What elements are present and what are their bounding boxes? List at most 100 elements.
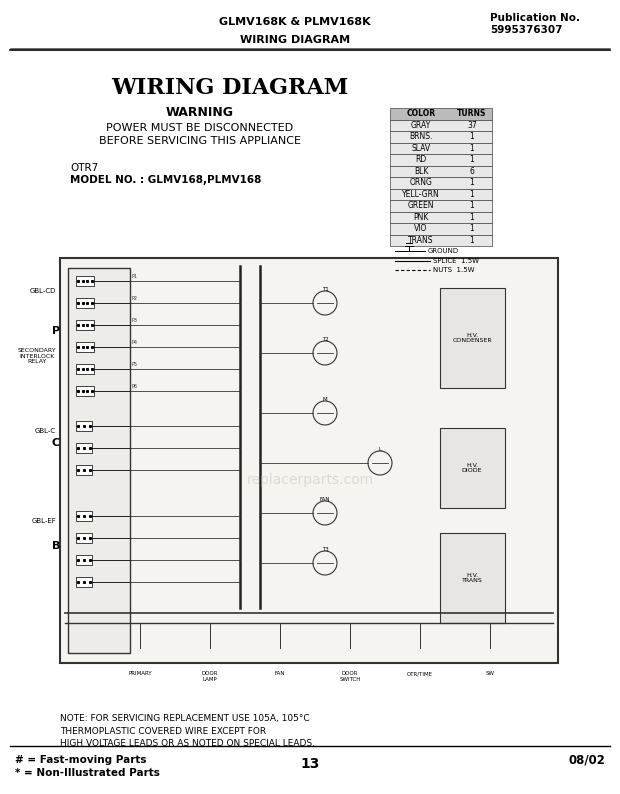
Text: COLOR: COLOR bbox=[407, 110, 436, 118]
Text: H.V.
CONDENSER: H.V. CONDENSER bbox=[452, 333, 492, 343]
Text: BEFORE SERVICING THIS APPLIANCE: BEFORE SERVICING THIS APPLIANCE bbox=[99, 136, 301, 146]
Text: 13: 13 bbox=[300, 757, 320, 771]
Text: NOTE: FOR SERVICING REPLACEMENT USE 105A, 105°C: NOTE: FOR SERVICING REPLACEMENT USE 105A… bbox=[60, 714, 309, 723]
Text: # = Fast-moving Parts: # = Fast-moving Parts bbox=[15, 755, 146, 765]
Bar bbox=[390, 223, 492, 234]
Text: P: P bbox=[52, 326, 60, 336]
Text: PRIMARY: PRIMARY bbox=[128, 671, 152, 676]
Text: 1: 1 bbox=[469, 224, 474, 233]
Text: NUTS  1.5W: NUTS 1.5W bbox=[433, 267, 474, 273]
Bar bbox=[440, 428, 505, 508]
Text: * = Non-Illustrated Parts: * = Non-Illustrated Parts bbox=[15, 768, 160, 778]
Text: L: L bbox=[378, 447, 381, 452]
Text: 1: 1 bbox=[469, 236, 474, 245]
Text: GROUND: GROUND bbox=[428, 248, 459, 254]
Text: C: C bbox=[52, 438, 60, 448]
Text: DOOR
LAMP: DOOR LAMP bbox=[202, 671, 218, 682]
Text: OTR7: OTR7 bbox=[70, 163, 98, 173]
Text: 1: 1 bbox=[469, 190, 474, 198]
Text: PNK: PNK bbox=[414, 213, 428, 222]
Text: 1: 1 bbox=[469, 156, 474, 164]
Text: SLAV: SLAV bbox=[412, 144, 430, 152]
Text: YELL-GRN: YELL-GRN bbox=[402, 190, 440, 198]
Bar bbox=[390, 234, 492, 246]
Text: VIO: VIO bbox=[414, 224, 428, 233]
Text: P1: P1 bbox=[132, 274, 138, 279]
Bar bbox=[76, 465, 92, 475]
Text: 1: 1 bbox=[469, 201, 474, 210]
Text: P5: P5 bbox=[132, 362, 138, 367]
Bar bbox=[76, 533, 92, 543]
Bar bbox=[390, 154, 492, 165]
Text: B: B bbox=[51, 541, 60, 551]
Text: DOOR
SWITCH: DOOR SWITCH bbox=[339, 671, 361, 682]
Text: GREEN: GREEN bbox=[408, 201, 434, 210]
Text: T2: T2 bbox=[322, 337, 329, 342]
Bar bbox=[76, 511, 92, 521]
Bar bbox=[390, 200, 492, 211]
Text: WIRING DIAGRAM: WIRING DIAGRAM bbox=[112, 77, 348, 99]
Text: TURNS: TURNS bbox=[458, 110, 487, 118]
Text: T1: T1 bbox=[322, 287, 329, 292]
Text: MODEL NO. : GLMV168,PLMV168: MODEL NO. : GLMV168,PLMV168 bbox=[70, 175, 262, 185]
Text: POWER MUST BE DISCONNECTED: POWER MUST BE DISCONNECTED bbox=[107, 123, 293, 133]
Bar bbox=[60, 258, 558, 663]
Text: T3: T3 bbox=[322, 547, 329, 552]
Text: 1: 1 bbox=[469, 144, 474, 152]
Bar bbox=[390, 188, 492, 200]
Text: HIGH VOLTAGE LEADS OR AS NOTED ON SPECIAL LEADS.: HIGH VOLTAGE LEADS OR AS NOTED ON SPECIA… bbox=[60, 739, 315, 749]
Bar bbox=[68, 268, 130, 653]
Text: P2: P2 bbox=[132, 296, 138, 301]
Bar bbox=[76, 555, 92, 565]
Bar bbox=[76, 364, 94, 374]
Text: BLK: BLK bbox=[414, 167, 428, 175]
Bar bbox=[390, 120, 492, 131]
Bar bbox=[440, 533, 505, 623]
Bar bbox=[390, 142, 492, 154]
Text: P6: P6 bbox=[132, 384, 138, 389]
Bar bbox=[390, 177, 492, 188]
Bar bbox=[440, 288, 505, 388]
Text: 1: 1 bbox=[469, 213, 474, 222]
Text: SPLICE  1.5W: SPLICE 1.5W bbox=[433, 258, 479, 264]
Text: 1: 1 bbox=[469, 178, 474, 187]
Text: GBL-C: GBL-C bbox=[35, 428, 56, 434]
Text: GRAY: GRAY bbox=[411, 121, 431, 129]
Text: OTR/TIME: OTR/TIME bbox=[407, 671, 433, 676]
Text: RD: RD bbox=[415, 156, 427, 164]
Bar bbox=[390, 108, 492, 120]
Bar bbox=[390, 165, 492, 177]
Text: 6: 6 bbox=[469, 167, 474, 175]
Text: WARNING: WARNING bbox=[166, 106, 234, 118]
Text: P3: P3 bbox=[132, 318, 138, 323]
Bar bbox=[76, 577, 92, 587]
Bar bbox=[76, 342, 94, 352]
Text: replacerparts.com: replacerparts.com bbox=[246, 473, 374, 487]
Bar bbox=[76, 443, 92, 453]
Bar bbox=[76, 386, 94, 396]
Text: P4: P4 bbox=[132, 340, 138, 345]
Text: 5995376307: 5995376307 bbox=[490, 25, 562, 35]
Bar bbox=[76, 276, 94, 286]
Bar bbox=[76, 320, 94, 330]
Bar bbox=[76, 421, 92, 431]
Text: GBL-CD: GBL-CD bbox=[30, 288, 56, 294]
Text: H.V.
DIODE: H.V. DIODE bbox=[462, 463, 482, 473]
Bar bbox=[76, 298, 94, 308]
Bar bbox=[390, 131, 492, 142]
Bar bbox=[390, 211, 492, 223]
Text: THERMOPLASTIC COVERED WIRE EXCEPT FOR: THERMOPLASTIC COVERED WIRE EXCEPT FOR bbox=[60, 727, 266, 735]
Text: FAN: FAN bbox=[275, 671, 285, 676]
Text: 37: 37 bbox=[467, 121, 477, 129]
Text: GLMV168K & PLMV168K: GLMV168K & PLMV168K bbox=[219, 17, 371, 27]
Text: 1: 1 bbox=[469, 133, 474, 141]
Text: GBL-EF: GBL-EF bbox=[31, 518, 56, 524]
Text: Publication No.: Publication No. bbox=[490, 13, 580, 23]
Text: WIRING DIAGRAM: WIRING DIAGRAM bbox=[240, 35, 350, 45]
Text: BRNS.: BRNS. bbox=[409, 133, 433, 141]
Text: FAN: FAN bbox=[320, 497, 330, 502]
Text: TRANS: TRANS bbox=[408, 236, 434, 245]
Text: SECONDARY
INTERLOCK
RELAY: SECONDARY INTERLOCK RELAY bbox=[17, 348, 56, 364]
Text: 08/02: 08/02 bbox=[568, 754, 605, 766]
Text: ORNG: ORNG bbox=[410, 178, 432, 187]
